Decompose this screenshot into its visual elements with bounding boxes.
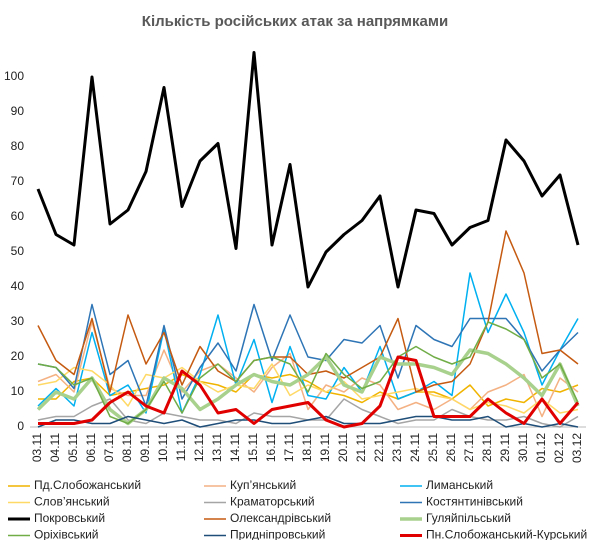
y-tick-label: 90 [11,104,25,118]
x-tick-label: 08.11 [120,433,134,462]
x-tick-label: 02.12 [552,433,566,463]
legend-label: Пд.Слобожанський [34,478,141,492]
x-tick-label: 09.11 [138,433,152,462]
y-tick-label: 70 [11,174,25,188]
legend-label: Куп’янський [230,478,296,492]
legend-label: Пн.Слобожанський-Курський [426,528,587,540]
series-line [36,51,580,289]
legend-label: Оріхівський [34,528,99,540]
y-tick-label: 20 [11,349,25,363]
series-line [37,415,579,428]
y-tick-label: 80 [11,139,25,153]
x-tick-label: 26.11 [444,433,458,462]
x-tick-label: 14.11 [228,433,242,462]
x-tick-label: 17.11 [282,433,296,462]
series-line [37,272,579,414]
x-tick-label: 04.11 [48,433,62,462]
series-line [36,348,580,426]
legend-label: Гуляйпільський [426,511,511,525]
y-tick-label: 100 [4,69,24,83]
x-tick-label: 03.11 [30,433,44,462]
x-tick-label: 13.11 [210,433,224,462]
legend-label: Лиманський [426,478,493,492]
x-tick-label: 03.12 [570,433,584,463]
x-tick-label: 22.11 [372,433,386,462]
y-tick-label: 60 [11,209,25,223]
series-line [38,355,580,429]
y-tick-label: 50 [11,244,25,258]
y-tick-label: 40 [11,279,25,293]
x-tick-label: 18.11 [300,433,314,462]
x-tick-label: 24.11 [408,433,422,462]
x-tick-label: 01.12 [534,433,548,463]
x-tick-label: 28.11 [480,433,494,462]
series-line [37,321,579,418]
legend-label: Олександрівський [230,511,331,525]
legend-label: Придніпровський [230,528,325,540]
chart-title: Кількість російських атак за напрямками [142,13,448,30]
x-tick-label: 21.11 [354,433,368,462]
x-tick-label: 10.11 [156,433,170,462]
x-tick-label: 29.11 [498,433,512,462]
x-tick-label: 27.11 [462,433,476,462]
legend-label: Покровський [34,511,105,525]
series-line [37,321,579,425]
x-tick-label: 25.11 [426,433,440,462]
y-tick-label: 0 [17,419,24,433]
y-tick-label: 30 [11,314,25,328]
x-tick-label: 30.11 [516,433,530,462]
x-tick-label: 23.11 [390,433,404,462]
x-tick-label: 20.11 [336,433,350,462]
legend-label: Костянтинівський [426,495,523,509]
x-tick-label: 19.11 [318,433,332,462]
x-tick-label: 11.11 [174,433,188,462]
x-tick-label: 16.11 [264,433,278,462]
x-tick-label: 05.11 [66,433,80,462]
y-tick-label: 10 [11,384,25,398]
x-tick-label: 12.11 [192,433,206,462]
legend-label: Краматорський [230,495,315,509]
series-line [37,363,579,414]
x-tick-label: 07.11 [102,433,116,462]
legend-label: Слов’янський [34,495,110,509]
x-tick-label: 15.11 [246,433,260,462]
x-tick-label: 06.11 [84,433,98,462]
